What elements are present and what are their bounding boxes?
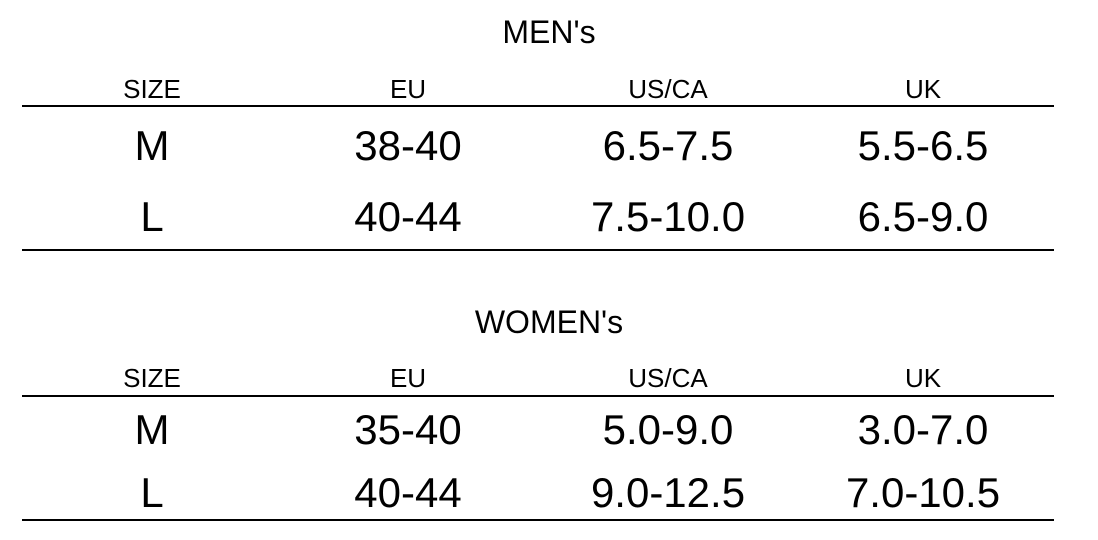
cell: L <box>140 193 164 240</box>
column-header: EU <box>389 74 427 104</box>
cell: M <box>134 122 170 169</box>
cell: L <box>140 469 164 516</box>
cell: 5.5-6.5 <box>857 122 989 169</box>
cell: 6.5-7.5 <box>602 122 734 169</box>
header-rule <box>22 395 1054 397</box>
cell: 3.0-7.0 <box>857 406 989 453</box>
column-header: UK <box>904 363 942 393</box>
column-header: EU <box>389 363 427 393</box>
cell: 9.0-12.5 <box>590 469 746 516</box>
cell: 38-40 <box>354 122 462 169</box>
column-header: US/CA <box>628 363 708 393</box>
cell: 5.0-9.0 <box>602 406 734 453</box>
cell: 35-40 <box>354 406 462 453</box>
bottom-rule <box>22 519 1054 521</box>
cell: 7.5-10.0 <box>590 193 746 240</box>
bottom-rule <box>22 249 1054 251</box>
cell: 7.0-10.5 <box>845 469 1001 516</box>
cell: M <box>134 406 170 453</box>
column-header: US/CA <box>628 74 708 104</box>
cell: 6.5-9.0 <box>857 193 989 240</box>
header-rule <box>22 105 1054 107</box>
column-header: SIZE <box>123 363 181 393</box>
table-title: WOMEN's <box>474 304 624 340</box>
cell: 40-44 <box>354 193 462 240</box>
cell: 40-44 <box>354 469 462 516</box>
table-title: MEN's <box>502 14 596 50</box>
column-header: UK <box>904 74 942 104</box>
column-header: SIZE <box>123 74 181 104</box>
